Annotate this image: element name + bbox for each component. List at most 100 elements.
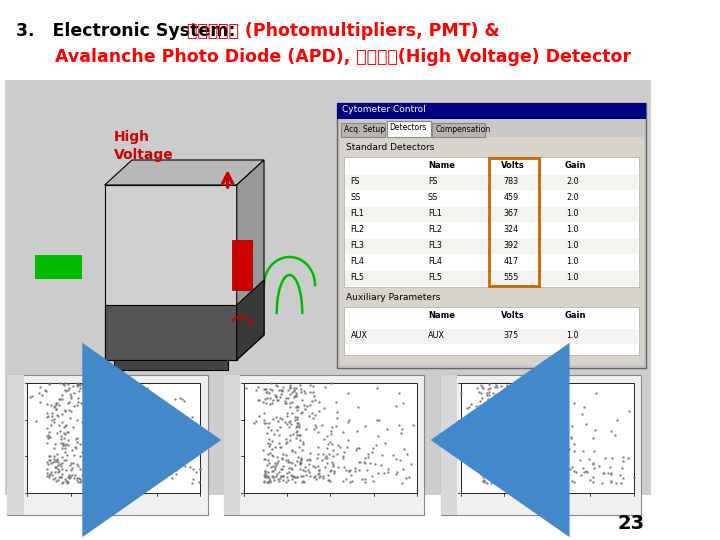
Point: [539, 475, 550, 484]
Point: [598, 468, 609, 477]
Point: [104, 404, 115, 413]
Point: [496, 464, 508, 473]
Point: [524, 457, 536, 466]
Point: [77, 469, 89, 478]
Text: Detectors: Detectors: [390, 123, 427, 132]
Point: [259, 469, 271, 477]
Point: [499, 458, 510, 467]
Point: [617, 457, 629, 465]
Point: [77, 438, 89, 447]
Point: [294, 430, 306, 439]
Point: [259, 384, 271, 393]
Point: [307, 462, 319, 470]
Point: [262, 478, 274, 487]
Point: [276, 455, 288, 464]
Point: [52, 460, 63, 469]
Point: [289, 387, 300, 396]
Point: [72, 474, 84, 482]
Point: [98, 392, 109, 400]
Point: [284, 382, 296, 391]
Point: [396, 425, 408, 434]
Point: [482, 395, 494, 403]
Point: [284, 430, 296, 439]
Point: [483, 415, 495, 423]
Text: 555: 555: [503, 273, 519, 282]
Point: [266, 467, 278, 476]
Point: [96, 467, 108, 476]
Point: [541, 422, 553, 431]
Point: [269, 390, 281, 399]
Point: [334, 443, 346, 451]
Point: [311, 475, 323, 484]
Point: [55, 427, 66, 435]
Point: [137, 418, 148, 427]
Point: [462, 404, 473, 413]
Point: [271, 461, 282, 469]
Point: [71, 435, 82, 443]
Point: [41, 471, 53, 480]
Point: [578, 468, 590, 476]
Point: [466, 400, 477, 409]
Point: [91, 379, 103, 387]
Text: SS: SS: [351, 193, 361, 202]
Point: [100, 469, 112, 477]
Point: [613, 470, 625, 479]
Point: [64, 390, 76, 399]
Point: [42, 424, 53, 433]
Point: [477, 404, 488, 413]
Point: [77, 465, 89, 474]
Point: [104, 469, 115, 477]
Point: [127, 464, 139, 472]
Point: [544, 392, 556, 400]
Point: [35, 382, 46, 391]
Point: [62, 435, 73, 444]
Point: [302, 455, 313, 464]
Point: [477, 477, 488, 485]
Bar: [344, 307, 639, 355]
Point: [55, 435, 67, 443]
Point: [91, 406, 102, 414]
Point: [160, 467, 171, 476]
Point: [364, 459, 376, 468]
Point: [531, 472, 542, 481]
Point: [73, 383, 85, 392]
Point: [498, 388, 509, 396]
Point: [382, 425, 393, 434]
Point: [308, 424, 320, 433]
Point: [492, 470, 503, 479]
Point: [262, 423, 274, 431]
Point: [312, 450, 323, 459]
Point: [45, 452, 56, 461]
Point: [481, 478, 492, 487]
Point: [41, 469, 53, 477]
Point: [488, 474, 500, 483]
Point: [463, 402, 474, 411]
Point: [281, 469, 292, 477]
Point: [292, 415, 303, 423]
Point: [67, 423, 78, 431]
Point: [372, 384, 383, 393]
Point: [317, 421, 328, 430]
Point: [518, 478, 529, 487]
Point: [50, 400, 61, 408]
Point: [260, 418, 271, 427]
Point: [240, 383, 251, 392]
Point: [474, 381, 486, 389]
Text: FL2: FL2: [351, 225, 364, 234]
Point: [289, 461, 300, 469]
Point: [131, 478, 143, 487]
Bar: [244, 383, 417, 493]
Point: [500, 471, 511, 480]
Text: Cytometer Control: Cytometer Control: [342, 105, 426, 114]
Point: [580, 419, 592, 428]
Point: [498, 476, 510, 485]
Point: [487, 450, 499, 458]
Point: [113, 420, 125, 429]
Point: [291, 406, 302, 415]
Point: [526, 426, 537, 434]
Point: [337, 452, 348, 461]
Point: [41, 400, 53, 408]
Point: [477, 383, 488, 391]
Point: [489, 416, 500, 425]
Point: [588, 434, 599, 442]
